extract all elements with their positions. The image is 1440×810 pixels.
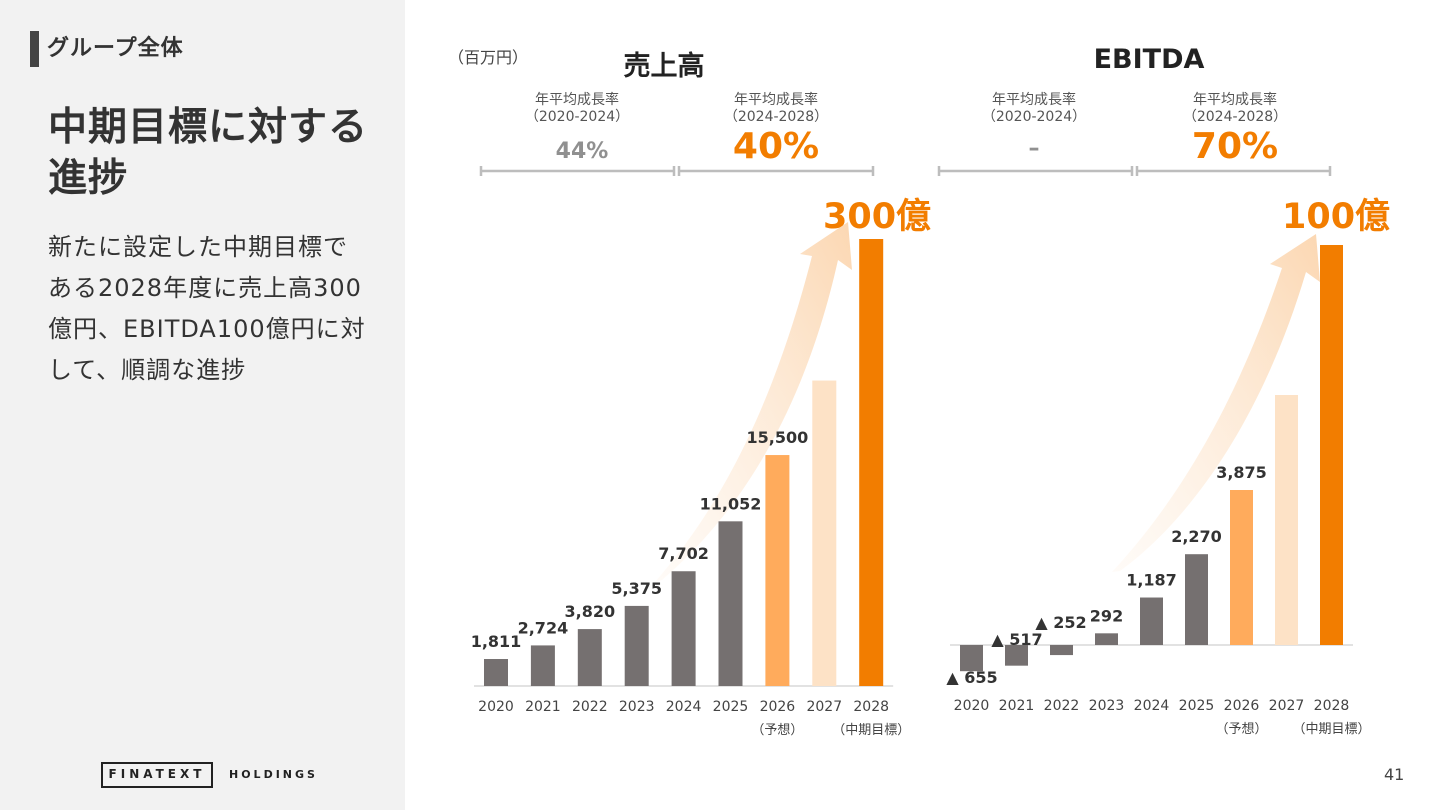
revenue-tick-note-2028: （中期目標）	[832, 723, 910, 738]
ebitda-value-label-2026: 3,875	[1216, 463, 1267, 482]
revenue-tick-2025: 2025	[713, 699, 749, 715]
ebitda-value-label-2023: 292	[1090, 606, 1123, 625]
revenue-cagr1-label: 年平均成長率 （2020-2024）	[524, 92, 630, 125]
ebitda-tick-2020: 2020	[954, 698, 990, 714]
revenue-cagr2-label: 年平均成長率 （2024-2028）	[723, 92, 829, 125]
revenue-value-label-2021: 2,724	[518, 618, 569, 637]
revenue-bar-2025	[718, 521, 743, 686]
revenue-bar-2020	[484, 659, 508, 686]
ebitda-bar-2020	[960, 645, 983, 672]
revenue-value-label-2022: 3,820	[564, 602, 615, 621]
ebitda-cagr1-label: 年平均成長率 （2020-2024）	[981, 92, 1087, 125]
revenue-tick-note-2026: （予想）	[751, 722, 803, 738]
ebitda-value-label-2021: ▲ 517	[991, 630, 1042, 649]
ebitda-bar-2026	[1230, 490, 1253, 645]
revenue-bar-2028	[859, 239, 884, 686]
revenue-tick-2023: 2023	[619, 699, 655, 715]
company-logo-subtitle: HOLDINGS	[229, 768, 318, 781]
revenue-chart-title: 売上高	[623, 51, 705, 82]
ebitda-tick-2024: 2024	[1134, 698, 1170, 714]
section-label: グループ全体	[47, 36, 184, 61]
sidebar-panel	[0, 0, 405, 810]
revenue-tick-2021: 2021	[525, 699, 561, 715]
revenue-tick-2022: 2022	[572, 699, 608, 715]
ebitda-tick-2028: 2028	[1314, 698, 1350, 714]
ebitda-target-label: 100億	[1282, 197, 1391, 237]
revenue-tick-2027: 2027	[806, 699, 842, 715]
revenue-growth-arrow	[655, 222, 852, 582]
ebitda-cagr1-value: –	[1028, 136, 1040, 161]
ebitda-bar-2028	[1320, 245, 1343, 645]
ebitda-chart-title: EBITDA	[1093, 44, 1205, 75]
ebitda-bar-2022	[1050, 645, 1073, 656]
ebitda-tick-2025: 2025	[1179, 698, 1215, 714]
revenue-value-label-2026: 15,500	[747, 428, 809, 447]
ebitda-value-label-2022: ▲ 252	[1035, 613, 1086, 632]
ebitda-tick-2027: 2027	[1269, 698, 1305, 714]
ebitda-growth-arrow	[1112, 234, 1320, 572]
revenue-bar-2021	[530, 645, 555, 686]
ebitda-value-label-2024: 1,187	[1126, 571, 1177, 590]
unit-note: （百万円）	[448, 48, 529, 67]
ebitda-tick-2022: 2022	[1044, 698, 1080, 714]
revenue-value-label-2020: 1,811	[471, 632, 522, 651]
revenue-bar-2022	[577, 629, 602, 686]
revenue-tick-2024: 2024	[666, 699, 702, 715]
page-number: 41	[1384, 765, 1405, 784]
ebitda-tick-2026: 2026	[1224, 698, 1260, 714]
ebitda-bar-2025	[1185, 554, 1208, 645]
ebitda-bar-2023	[1095, 633, 1118, 645]
revenue-tick-2028: 2028	[853, 699, 889, 715]
slide-body-text: 新たに設定した中期目標である2028年度に売上高300億円、EBITDA100億…	[48, 233, 366, 384]
revenue-bar-2027	[812, 380, 837, 686]
revenue-tick-2020: 2020	[478, 699, 514, 715]
revenue-value-label-2024: 7,702	[658, 544, 709, 563]
ebitda-bar-2021	[1005, 645, 1028, 666]
ebitda-tick-note-2028: （中期目標）	[1292, 722, 1370, 737]
revenue-bar-2023	[624, 605, 649, 686]
ebitda-cagr2-label: 年平均成長率 （2024-2028）	[1182, 92, 1288, 125]
company-logo: FINATEXT	[101, 762, 213, 788]
revenue-cagr1-value: 44%	[555, 139, 609, 164]
ebitda-tick-note-2026: （予想）	[1215, 721, 1267, 737]
ebitda-tick-2023: 2023	[1089, 698, 1125, 714]
revenue-cagr2-value: 40%	[732, 126, 820, 167]
section-marker	[30, 31, 39, 67]
revenue-value-label-2023: 5,375	[611, 579, 662, 598]
slide-headline: 中期目標に対する進捗	[48, 105, 369, 201]
revenue-value-label-2025: 11,052	[700, 494, 762, 513]
revenue-bar-2024	[671, 571, 696, 686]
ebitda-cagr2-value: 70%	[1191, 126, 1279, 167]
revenue-tick-2026: 2026	[760, 699, 796, 715]
ebitda-bar-2024	[1140, 597, 1163, 645]
revenue-bar-2026	[765, 455, 790, 686]
ebitda-value-label-2025: 2,270	[1171, 527, 1222, 546]
ebitda-value-label-2020: ▲ 655	[946, 668, 997, 687]
ebitda-bar-2027	[1275, 395, 1298, 645]
ebitda-tick-2021: 2021	[999, 698, 1035, 714]
